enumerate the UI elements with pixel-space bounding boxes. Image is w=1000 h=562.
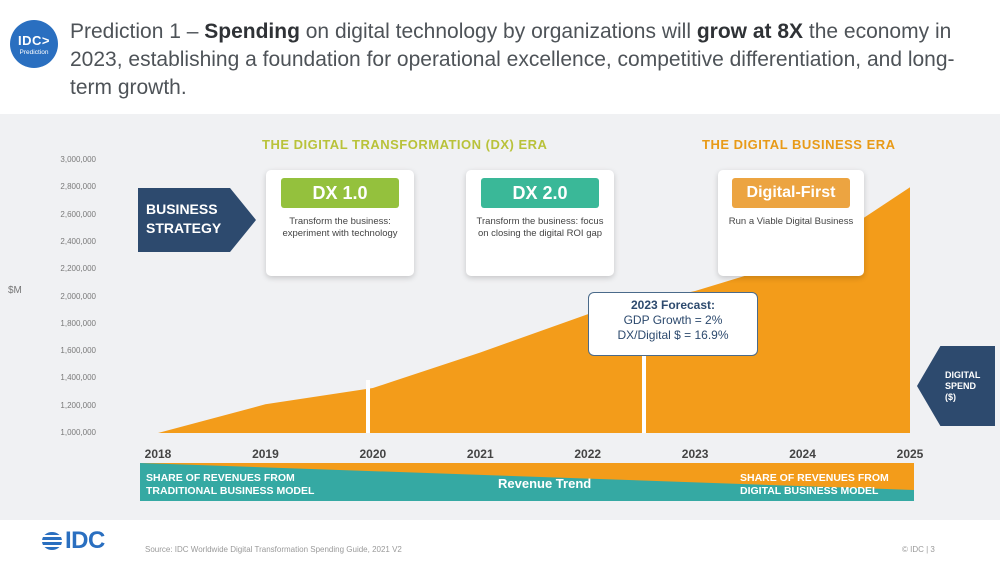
x-tick-label: 2018: [144, 447, 172, 461]
y-tick-label: 1,600,000: [60, 346, 96, 356]
x-tick-label: 2022: [574, 447, 602, 461]
title-mid: on digital technology by organizations w…: [299, 20, 697, 43]
y-tick-label: 1,800,000: [60, 318, 96, 328]
source-note: Source: IDC Worldwide Digital Transforma…: [145, 545, 402, 554]
card-dx-1-title: DX 1.0: [281, 178, 399, 208]
page-title: Prediction 1 – Spending on digital techn…: [70, 18, 970, 102]
forecast-dx: DX/Digital $ = 16.9%: [617, 328, 729, 342]
title-post: the economy in 2023, establishing a foun…: [70, 20, 955, 99]
idc-prediction-badge: IDC> Prediction: [10, 20, 58, 68]
card-digital-first-title: Digital-First: [732, 178, 850, 208]
y-tick-label: 1,000,000: [60, 428, 96, 437]
footer-page: © IDC | 3: [902, 545, 935, 554]
x-tick-label: 2024: [789, 447, 816, 461]
idc-globe-icon: [42, 532, 62, 550]
forecast-callout: 2023 Forecast: GDP Growth = 2% DX/Digita…: [588, 292, 758, 356]
title-pre: Prediction 1 –: [70, 20, 205, 43]
card-dx-2: DX 2.0 Transform the business: focus on …: [466, 170, 614, 276]
x-tick-label: 2021: [466, 447, 494, 461]
digital-spend-area: [158, 187, 910, 433]
badge-bottom-text: Prediction: [19, 49, 49, 56]
title-bold-2: grow at 8X: [696, 20, 804, 43]
strategy-line-1: BUSINESS: [146, 201, 218, 217]
era-label-dx: THE DIGITAL TRANSFORMATION (DX) ERA: [262, 137, 548, 152]
x-tick-label: 2019: [252, 447, 279, 461]
card-dx-2-title: DX 2.0: [481, 178, 599, 208]
y-tick-label: 1,400,000: [60, 373, 96, 383]
revenue-digital-label: SHARE OF REVENUES FROM DIGITAL BUSINESS …: [740, 472, 889, 497]
logo-text: IDC: [65, 527, 105, 554]
y-tick-label: 2,200,000: [60, 264, 96, 274]
card-digital-first-desc: Run a Viable Digital Business: [728, 216, 854, 227]
x-tick-label: 2025: [896, 447, 924, 461]
card-dx-1: DX 1.0 Transform the business: experimen…: [266, 170, 414, 276]
era-label-digital-business: THE DIGITAL BUSINESS ERA: [702, 137, 896, 152]
y-tick-label: 2,600,000: [60, 209, 96, 219]
revenue-traditional-label: SHARE OF REVENUES FROM TRADITIONAL BUSIN…: [146, 472, 315, 497]
x-tick-label: 2023: [681, 447, 709, 461]
title-bold-1: Spending: [204, 20, 300, 43]
spend-line-3: ($): [945, 392, 956, 402]
y-tick-label: 2,800,000: [60, 182, 96, 192]
strategy-line-2: STRATEGY: [146, 220, 222, 236]
badge-top-text: IDC>: [18, 33, 50, 48]
forecast-gdp: GDP Growth = 2%: [623, 313, 723, 327]
y-tick-label: 2,000,000: [60, 291, 96, 301]
card-dx-1-desc: Transform the business: experiment with …: [282, 216, 398, 239]
x-tick-label: 2020: [359, 447, 387, 461]
revenue-trend-label: Revenue Trend: [498, 476, 592, 491]
y-axis-unit: $M: [8, 285, 22, 296]
y-tick-label: 1,200,000: [60, 400, 96, 410]
y-tick-label: 2,400,000: [60, 236, 96, 246]
card-dx-2-desc: Transform the business: focus on closing…: [476, 216, 604, 239]
forecast-title: 2023 Forecast:: [630, 298, 716, 312]
y-tick-label: 3,000,000: [60, 155, 96, 164]
spend-line-1: DIGITAL: [945, 370, 981, 380]
revenue-band-teal: [140, 463, 914, 501]
card-digital-first: Digital-First Run a Viable Digital Busin…: [718, 170, 864, 276]
spend-line-2: SPEND: [945, 381, 977, 391]
idc-logo: IDC: [42, 527, 105, 555]
business-strategy-arrow: BUSINESS STRATEGY: [138, 188, 256, 252]
